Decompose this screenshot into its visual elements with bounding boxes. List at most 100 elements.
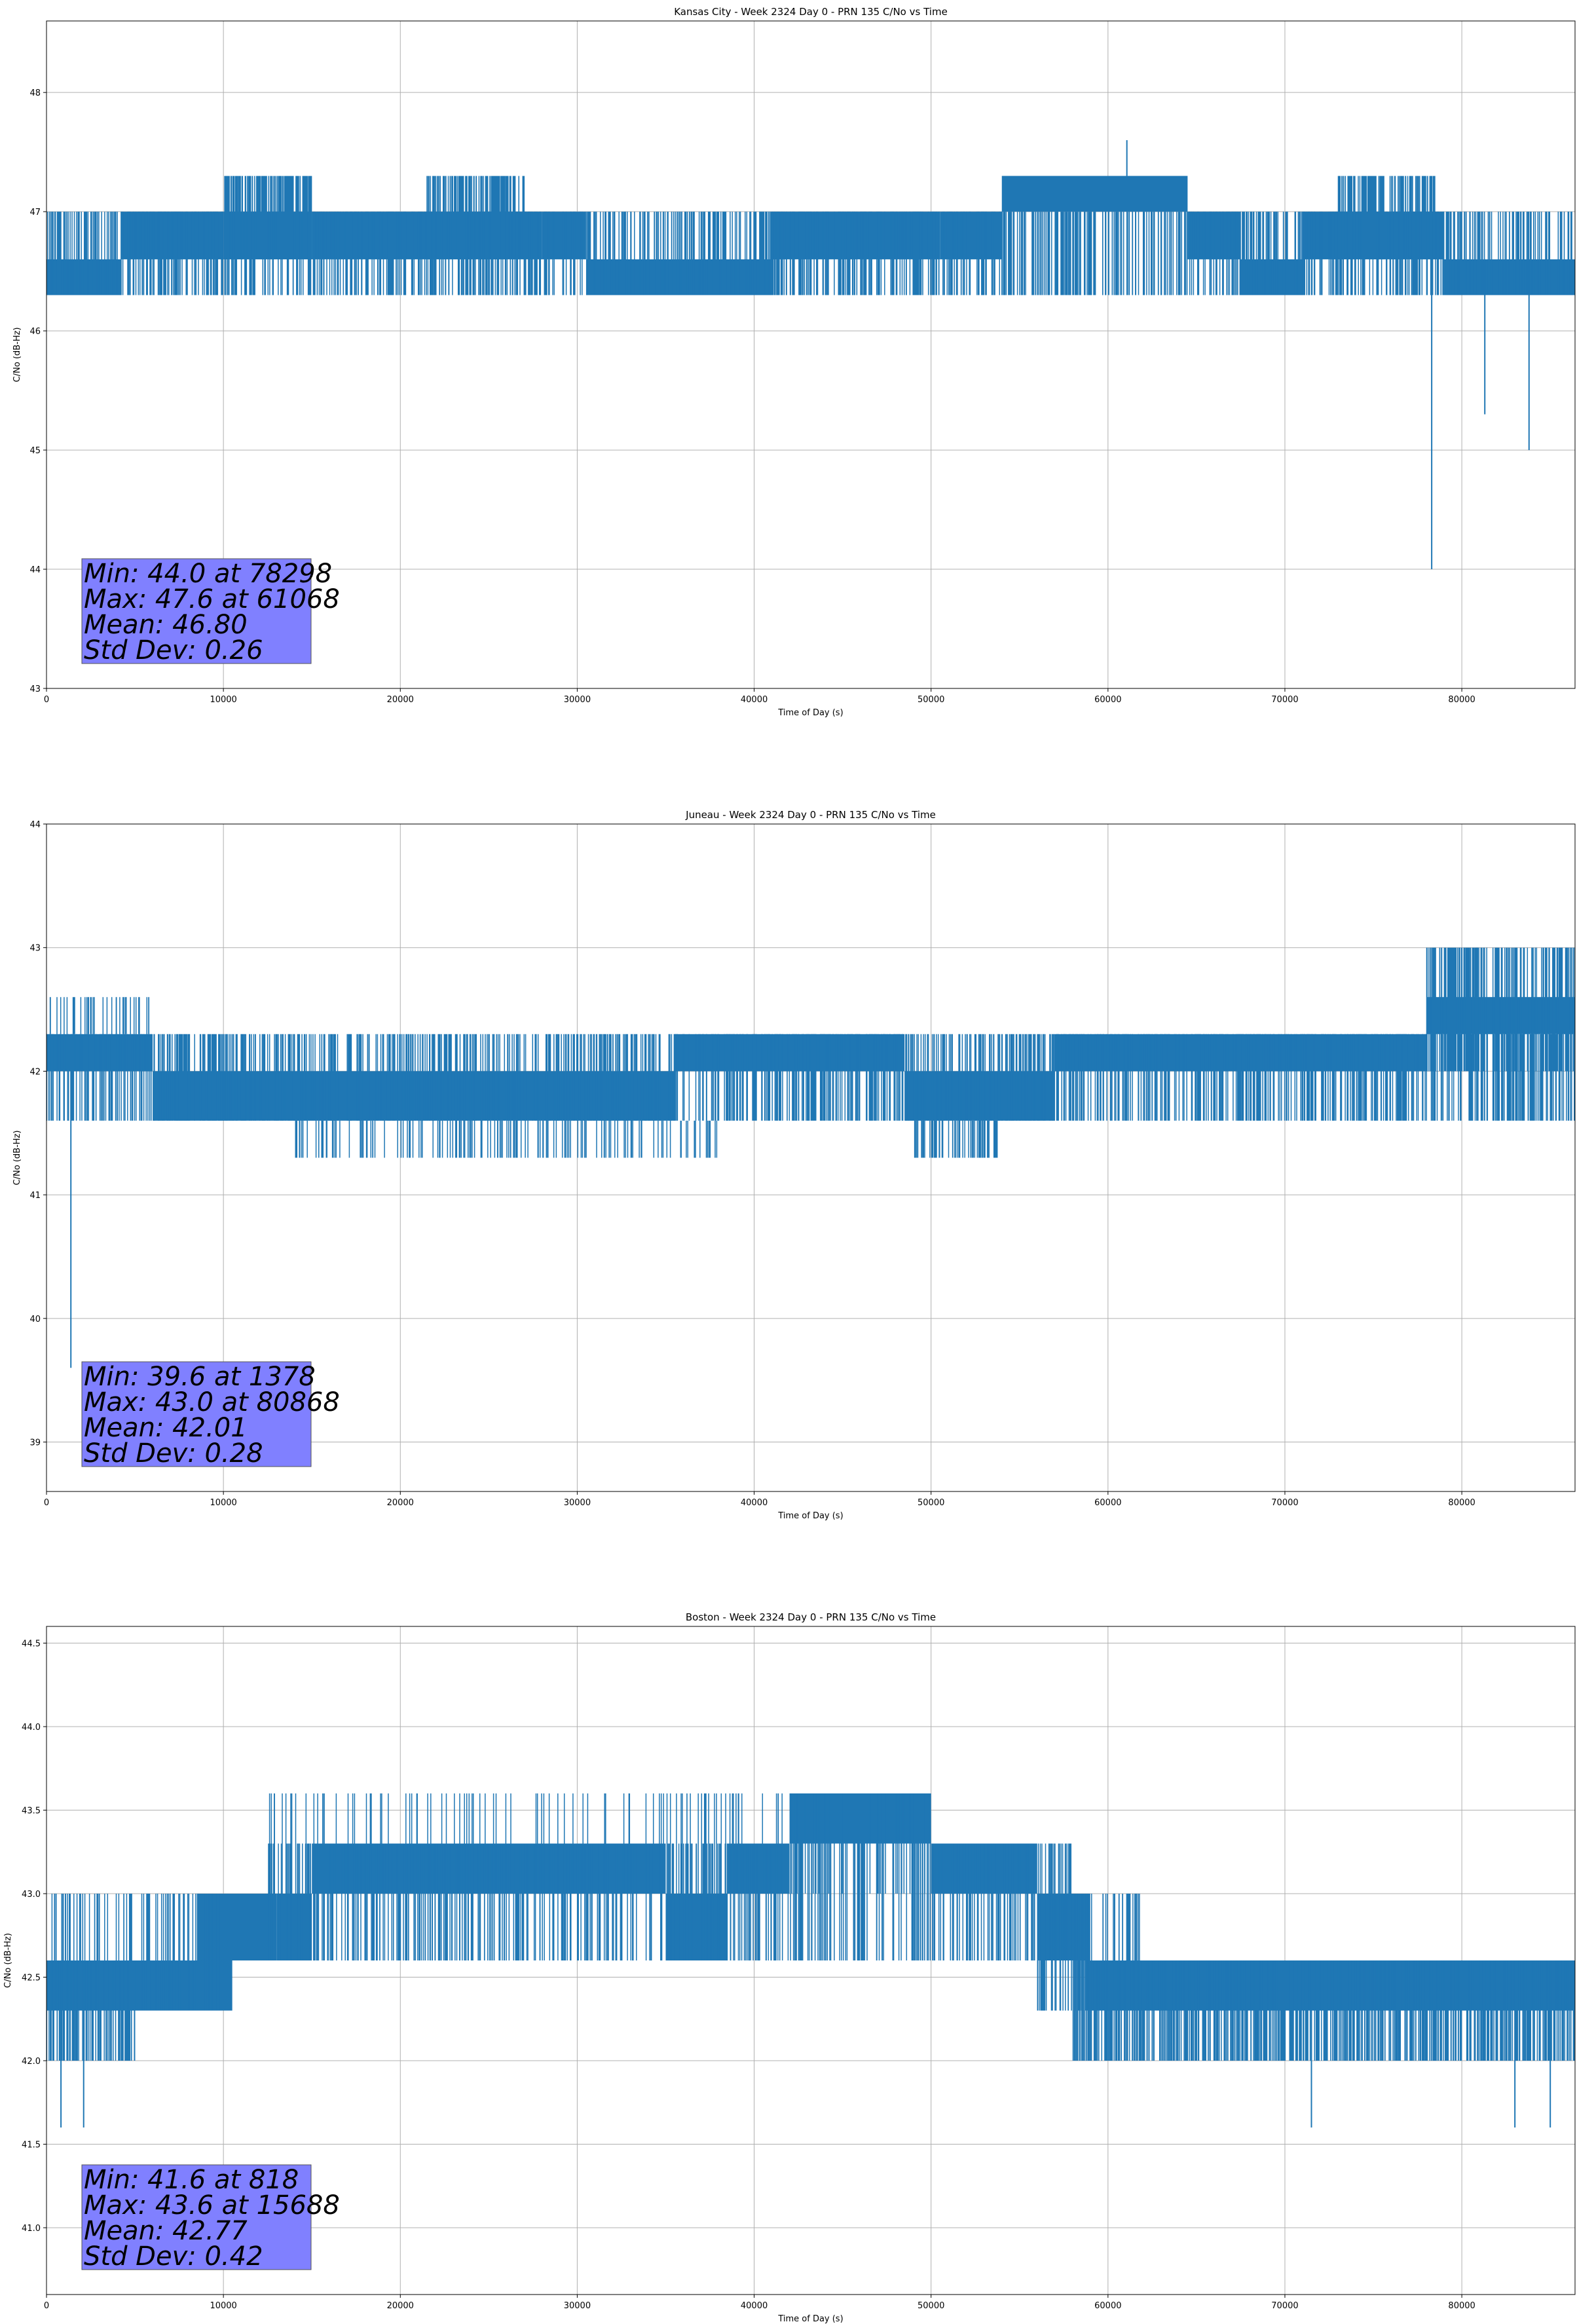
x-tick-label: 80000	[1448, 695, 1475, 705]
y-axis-label: C/No (dB-Hz)	[12, 1131, 22, 1186]
tick-labels: 0 10000 20000 30000 40000 50000 60000 70000 8000…	[22, 1640, 1475, 2312]
y-axis-label: C/No (dB-Hz)	[3, 1933, 13, 1988]
y-tick-label: 43	[29, 684, 41, 694]
x-tick-label: 10000	[210, 2301, 236, 2311]
y-tick-label: 43	[29, 944, 41, 954]
data-series	[46, 1793, 1575, 2127]
charts-root: 0 10000 20000 30000 40000 50000 60000 70000 8000…	[3, 6, 1576, 2324]
data-band	[153, 1071, 675, 1121]
data-band	[1001, 176, 1188, 212]
x-tick-label: 0	[44, 1498, 49, 1508]
y-tick-label: 39	[29, 1438, 41, 1448]
plot-frame	[46, 20, 1576, 689]
x-tick-label: 70000	[1271, 2301, 1298, 2311]
x-tick-label: 10000	[210, 1498, 236, 1508]
x-tick-label: 30000	[564, 2301, 591, 2311]
y-axis-label: C/No (dB-Hz)	[12, 328, 22, 383]
x-tick-label: 30000	[564, 695, 591, 705]
x-tick-label: 50000	[918, 695, 944, 705]
data-band	[312, 212, 418, 259]
data-noise	[51, 1894, 220, 2011]
y-tick-label: 43.5	[22, 1807, 41, 1816]
y-tick-label: 41.0	[22, 2224, 41, 2234]
chart-title: Juneau - Week 2324 Day 0 - PRN 135 C/No …	[685, 809, 936, 821]
x-tick-label: 70000	[1271, 695, 1298, 705]
stats-line: Min: 39.6 at 1378	[84, 1362, 316, 1392]
stats-line: Max: 47.6 at 61068	[84, 584, 340, 614]
x-tick-label: 60000	[1094, 1498, 1121, 1508]
chart-panel-2: 0 10000 20000 30000 40000 50000 60000 70000 8000…	[3, 1611, 1576, 2324]
x-tick-label: 20000	[387, 2301, 414, 2311]
chart-panel-0: 0 10000 20000 30000 40000 50000 60000 70000 8000…	[12, 6, 1576, 718]
data-series	[46, 947, 1575, 1368]
y-tick-label: 41.5	[22, 2141, 41, 2150]
data-noise	[1426, 947, 1575, 1072]
x-axis-label: Time of Day (s)	[777, 708, 843, 718]
plot-frame	[46, 1626, 1576, 2295]
stats-line: Max: 43.0 at 80868	[84, 1387, 340, 1417]
x-tick-label: 40000	[741, 1498, 768, 1508]
y-tick-label: 41	[29, 1191, 41, 1201]
stats-line: Max: 43.6 at 15688	[84, 2190, 340, 2221]
data-noise	[914, 1120, 998, 1158]
y-tick-label: 42.0	[22, 2057, 41, 2067]
data-noise	[46, 1034, 1575, 1121]
data-band	[196, 1894, 277, 1960]
y-tick-label: 42.5	[22, 1974, 41, 1983]
x-tick-label: 0	[44, 2301, 49, 2311]
stats-box-background	[81, 1361, 312, 1467]
stats-line: Std Dev: 0.26	[84, 635, 263, 665]
y-tick-label: 48	[29, 88, 41, 98]
y-tick-label: 43.0	[22, 1890, 41, 1900]
y-tick-label: 46	[29, 327, 41, 337]
plot-frame	[46, 823, 1576, 1492]
stats-box-background	[81, 558, 312, 664]
stats-line: Mean: 46.80	[84, 610, 248, 640]
data-noise	[224, 176, 312, 259]
x-tick-label: 20000	[387, 1498, 414, 1508]
x-tick-label: 40000	[741, 2301, 768, 2311]
chart-panel-1: 0 10000 20000 30000 40000 50000 60000 70000 8000…	[12, 809, 1576, 1521]
stats-line: Mean: 42.01	[84, 1413, 248, 1443]
x-tick-label: 30000	[564, 1498, 591, 1508]
y-tick-label: 40	[29, 1315, 41, 1324]
y-tick-label: 44	[29, 565, 41, 575]
x-tick-label: 80000	[1448, 1498, 1475, 1508]
stats-line: Mean: 42.77	[84, 2216, 248, 2246]
y-tick-label: 44	[29, 820, 41, 830]
data-noise	[269, 1793, 925, 1894]
data-noise	[49, 997, 150, 1034]
data-noise	[268, 1843, 1072, 1960]
stats-box-background	[81, 2164, 312, 2270]
x-tick-label: 80000	[1448, 2301, 1475, 2311]
stats-line: Min: 41.6 at 818	[84, 2165, 299, 2195]
data-noise	[1337, 176, 1436, 259]
x-tick-label: 0	[44, 695, 49, 705]
x-axis-label: Time of Day (s)	[777, 2314, 843, 2324]
x-tick-label: 70000	[1271, 1498, 1298, 1508]
chart-title: Kansas City - Week 2324 Day 0 - PRN 135 …	[674, 6, 948, 18]
data-noise	[426, 176, 525, 259]
x-tick-label: 50000	[918, 2301, 944, 2311]
x-tick-label: 60000	[1094, 2301, 1121, 2311]
tick-labels: 0 10000 20000 30000 40000 50000 60000 70000 8000…	[29, 88, 1475, 705]
x-tick-label: 50000	[918, 1498, 944, 1508]
x-tick-label: 20000	[387, 695, 414, 705]
y-tick-label: 44.5	[22, 1640, 41, 1649]
y-tick-label: 47	[29, 208, 41, 217]
data-noise	[295, 1120, 718, 1158]
data-noise	[1037, 1894, 1140, 2011]
y-tick-label: 44.0	[22, 1723, 41, 1733]
y-tick-label: 42	[29, 1067, 41, 1077]
stats-line: Min: 44.0 at 78298	[84, 559, 332, 589]
x-tick-label: 40000	[741, 695, 768, 705]
data-series	[46, 140, 1575, 570]
stats-line: Std Dev: 0.42	[84, 2241, 263, 2272]
x-tick-label: 10000	[210, 695, 236, 705]
x-axis-label: Time of Day (s)	[777, 1511, 843, 1521]
stats-line: Std Dev: 0.28	[84, 1438, 263, 1469]
